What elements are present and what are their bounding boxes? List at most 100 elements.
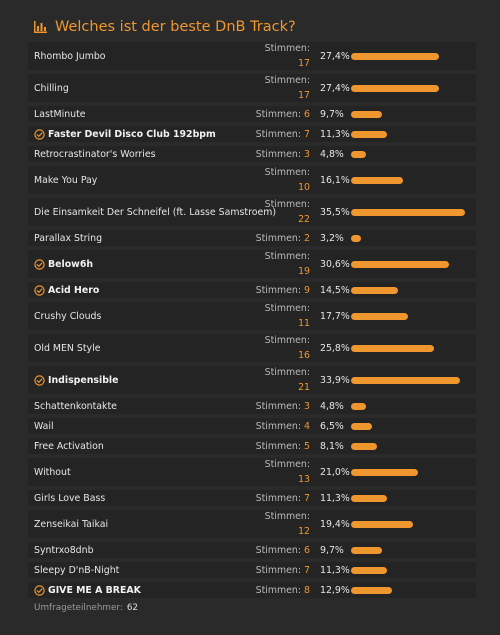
option-votes: Stimmen: 7 xyxy=(256,562,310,578)
result-bar-track xyxy=(351,442,465,450)
option-percent: 12,9% xyxy=(320,584,350,596)
result-bar-track xyxy=(351,208,465,216)
option-votes: Stimmen: 9 xyxy=(256,282,310,298)
option-percent: 30,6% xyxy=(320,258,350,270)
option-votes: Stimmen: 21 xyxy=(265,366,310,394)
poll-option-row: GIVE ME A BREAK Stimmen: 8 12,9% xyxy=(28,582,476,598)
votes-count: 17 xyxy=(298,90,310,101)
option-text: Make You Pay xyxy=(34,174,98,186)
result-bar-track xyxy=(351,520,465,528)
poll-option-row: Wail Stimmen: 4 6,5% xyxy=(28,418,476,434)
votes-count: 17 xyxy=(298,58,310,69)
result-bar-track xyxy=(351,586,465,594)
result-bar-track xyxy=(351,546,465,554)
poll-option-row: Zenseikai Taikai Stimmen: 12 19,4% xyxy=(28,510,476,538)
option-label: Make You Pay xyxy=(34,166,97,194)
votes-count: 6 xyxy=(304,108,310,120)
option-label: Die Einsamkeit Der Schneifel (ft. Lasse … xyxy=(34,198,276,226)
result-bar xyxy=(351,84,439,92)
result-bar xyxy=(351,376,460,384)
result-bar-track xyxy=(351,422,465,430)
option-votes: Stimmen: 11 xyxy=(265,302,310,330)
bar-chart-icon xyxy=(34,21,47,33)
poll-title: Welches ist der beste DnB Track? xyxy=(55,19,296,35)
votes-label: Stimmen: xyxy=(255,492,302,504)
poll-option-row: LastMinute Stimmen: 6 9,7% xyxy=(28,106,476,122)
option-percent: 11,3% xyxy=(320,492,350,504)
poll-option-row: Rhombo Jumbo Stimmen: 17 27,4% xyxy=(28,42,476,70)
result-bar xyxy=(351,176,403,184)
votes-count: 4 xyxy=(304,420,310,432)
votes-label: Stimmen: xyxy=(255,232,302,244)
votes-label: Stimmen: xyxy=(255,284,302,296)
result-bar xyxy=(351,150,367,158)
votes-count: 9 xyxy=(304,284,310,296)
votes-label: Stimmen: xyxy=(264,335,310,346)
result-bar xyxy=(351,312,408,320)
result-bar-track xyxy=(351,150,465,158)
option-percent: 16,1% xyxy=(320,174,350,186)
poll-option-row: Crushy Clouds Stimmen: 11 17,7% xyxy=(28,302,476,330)
votes-label: Stimmen: xyxy=(255,420,302,432)
result-bar-track xyxy=(351,468,465,476)
poll-option-row: Indispensible Stimmen: 21 33,9% xyxy=(28,366,476,394)
option-votes: Stimmen: 7 xyxy=(256,490,310,506)
option-votes: Stimmen: 6 xyxy=(256,106,310,122)
option-percent: 6,5% xyxy=(320,420,344,432)
votes-count: 8 xyxy=(304,584,310,596)
result-bar-track xyxy=(351,52,465,60)
option-label: Syntrxo8dnb xyxy=(34,542,94,558)
result-bar xyxy=(351,468,419,476)
option-label: Schattenkontakte xyxy=(34,398,117,414)
result-bar-track xyxy=(351,376,465,384)
option-text: Rhombo Jumbo xyxy=(34,50,106,62)
option-text: Die Einsamkeit Der Schneifel (ft. Lasse … xyxy=(34,206,277,218)
option-label: Free Activation xyxy=(34,438,104,454)
option-text: LastMinute xyxy=(34,108,86,120)
poll-header: Welches ist der beste DnB Track? xyxy=(34,16,296,38)
option-percent: 35,5% xyxy=(320,206,350,218)
votes-count: 7 xyxy=(304,492,310,504)
option-votes: Stimmen: 10 xyxy=(265,166,310,194)
check-circle-icon xyxy=(34,128,45,140)
result-bar-track xyxy=(351,286,465,294)
result-bar xyxy=(351,566,388,574)
option-percent: 9,7% xyxy=(320,108,344,120)
option-percent: 25,8% xyxy=(320,342,350,354)
option-percent: 17,7% xyxy=(320,310,350,322)
option-label: Without xyxy=(34,458,71,486)
votes-label: Stimmen: xyxy=(255,440,302,452)
option-percent: 11,3% xyxy=(320,128,350,140)
option-votes: Stimmen: 17 xyxy=(265,74,310,102)
option-percent: 11,3% xyxy=(320,564,350,576)
poll-footer: Umfrageteilnehmer: 62 xyxy=(34,601,138,615)
votes-count: 11 xyxy=(298,318,310,329)
votes-count: 13 xyxy=(298,474,310,485)
votes-label: Stimmen: xyxy=(255,584,302,596)
check-circle-icon xyxy=(34,258,45,270)
result-bar xyxy=(351,208,465,216)
result-bar-track xyxy=(351,312,465,320)
result-bar-track xyxy=(351,130,465,138)
option-percent: 27,4% xyxy=(320,50,350,62)
result-bar-track xyxy=(351,566,465,574)
poll-option-row: Parallax String Stimmen: 2 3,2% xyxy=(28,230,476,246)
result-bar xyxy=(351,586,393,594)
option-text: Crushy Clouds xyxy=(34,310,102,322)
votes-label: Stimmen: xyxy=(264,511,310,522)
votes-count: 6 xyxy=(304,544,310,556)
option-percent: 27,4% xyxy=(320,82,350,94)
poll-option-row: Retrocrastinator's Worries Stimmen: 3 4,8% xyxy=(28,146,476,162)
result-bar xyxy=(351,110,383,118)
result-bar xyxy=(351,494,388,502)
poll-option-row: Free Activation Stimmen: 5 8,1% xyxy=(28,438,476,454)
poll-option-row: Die Einsamkeit Der Schneifel (ft. Lasse … xyxy=(28,198,476,226)
option-label: Crushy Clouds xyxy=(34,302,101,330)
option-text: GIVE ME A BREAK xyxy=(48,584,141,596)
option-votes: Stimmen: 3 xyxy=(256,398,310,414)
option-text: Free Activation xyxy=(34,440,104,452)
option-label: Parallax String xyxy=(34,230,102,246)
result-bar-track xyxy=(351,176,465,184)
option-label: Faster Devil Disco Club 192bpm xyxy=(34,126,216,142)
option-label: Old MEN Style xyxy=(34,334,100,362)
